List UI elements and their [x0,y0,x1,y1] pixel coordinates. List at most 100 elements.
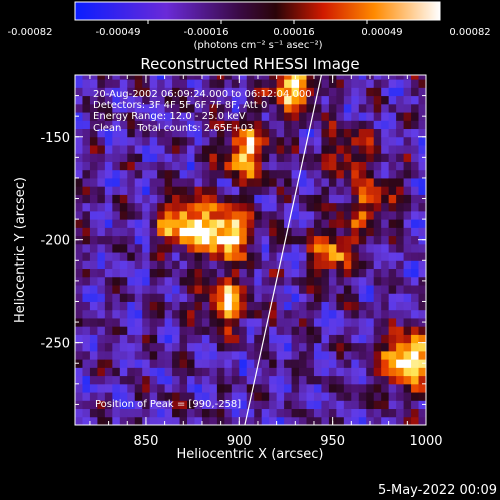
heatmap-cell [89,293,98,302]
heatmap-cell [373,161,382,171]
heatmap-cell [358,342,367,352]
heatmap-cell [351,317,360,327]
heatmap-cell [269,169,278,179]
heatmap-cell [164,342,173,352]
heatmap-cell [321,392,330,401]
heatmap-cell [328,79,337,88]
heatmap-cell [396,252,405,261]
heatmap-cell [306,309,315,319]
heatmap-cell [231,95,240,105]
heatmap-cell [194,219,203,228]
heatmap-cell [336,112,345,121]
heatmap-cell [201,145,210,154]
heatmap-cell [134,268,143,278]
heatmap-cell [112,416,121,425]
heatmap-cell [381,408,390,418]
heatmap-cell [396,309,405,319]
heatmap-cell [381,112,390,121]
heatmap-cell [246,120,255,130]
heatmap-cell [97,276,106,286]
heatmap-cell [321,293,330,302]
heatmap-cell [127,285,136,294]
heatmap-cell [75,95,83,105]
heatmap-cell [187,145,195,154]
heatmap-cell [411,103,420,113]
heatmap-cell [418,383,426,393]
heatmap-cell [224,136,233,146]
heatmap-cell [142,252,151,261]
heatmap-cell [276,359,285,368]
heatmap-cell [216,268,225,278]
heatmap-cell [284,243,293,253]
heatmap-cell [149,79,158,88]
heatmap-cell [201,79,210,88]
heatmap-cell [157,342,166,352]
heatmap-cell [224,375,233,385]
heatmap-cell [142,334,151,344]
heatmap-cell [216,87,225,97]
heatmap-cell [291,400,300,410]
heatmap-cell [89,317,98,327]
heatmap-cell [284,260,293,270]
heatmap-cell [194,383,203,393]
heatmap-cell [201,95,210,105]
heatmap-cell [411,153,420,162]
heatmap-cell [82,243,91,253]
heatmap-cell [164,161,173,171]
heatmap-cell [343,301,352,311]
heatmap-cell [119,202,128,212]
heatmap-cell [187,128,195,138]
heatmap-cell [411,252,420,261]
heatmap-cell [336,235,345,245]
heatmap-cell [89,161,98,171]
heatmap-cell [396,342,405,352]
heatmap-cell [343,210,352,220]
heatmap-cell [149,87,158,97]
heatmap-cell [97,359,106,368]
heatmap-cell [313,128,322,138]
heatmap-cell [231,79,240,88]
heatmap-cell [179,79,188,88]
heatmap-cell [201,87,210,97]
heatmap-cell [358,210,367,220]
heatmap-cell [187,136,195,146]
heatmap-cell [276,334,285,344]
heatmap-cell [172,276,181,286]
heatmap-cell [179,120,188,130]
heatmap-cell [89,75,98,80]
heatmap-cell [373,383,382,393]
heatmap-cell [403,342,412,352]
heatmap-cell [127,128,136,138]
heatmap-cell [403,293,412,302]
heatmap-cell [209,400,218,410]
heatmap-cell [82,194,91,204]
heatmap-cell [89,383,98,393]
heatmap-cell [127,153,136,162]
heatmap-cell [142,276,151,286]
heatmap-cell [209,260,218,270]
heatmap-cell [388,202,397,212]
heatmap-cell [358,317,367,327]
heatmap-cell [172,202,181,212]
heatmap-cell [209,161,218,171]
heatmap-cell [269,153,278,162]
heatmap-cell [321,227,330,237]
heatmap-cell [306,285,315,294]
heatmap-cell [396,375,405,385]
heatmap-cell [231,202,240,212]
heatmap-cell [328,252,337,261]
heatmap-cell [127,350,136,360]
heatmap-cell [306,350,315,360]
heatmap-cell [89,252,98,261]
heatmap-cell [388,400,397,410]
heatmap-cell [194,350,203,360]
heatmap-cell [224,112,233,121]
heatmap-cell [418,210,426,220]
heatmap-cell [179,219,188,228]
heatmap-cell [164,276,173,286]
heatmap-cell [127,400,136,410]
heatmap-cell [313,95,322,105]
heatmap-cell [97,112,106,121]
heatmap-cell [396,243,405,253]
heatmap-cell [201,235,210,245]
